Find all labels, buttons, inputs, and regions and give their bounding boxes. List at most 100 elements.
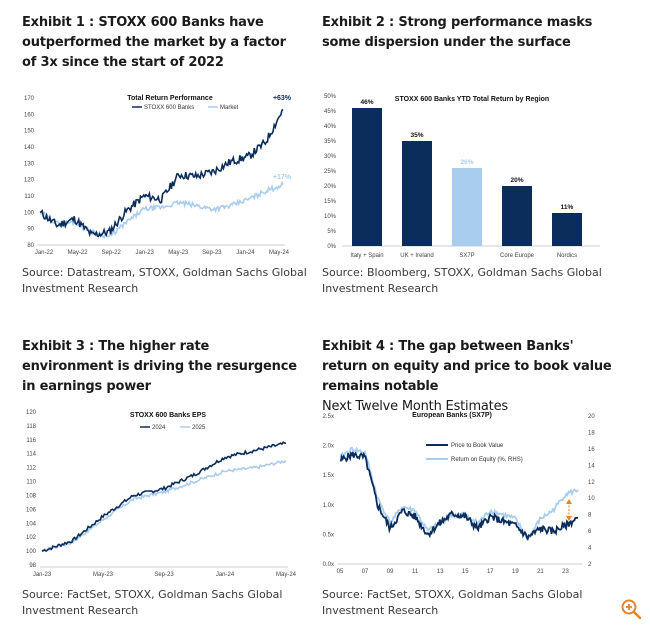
chart1-x-tick: Jan-22 xyxy=(35,250,54,256)
chart4-x-tick: 09 xyxy=(387,569,394,575)
chart4-y2-tick: 20 xyxy=(588,414,595,420)
chart4-y-tick: 0.5x xyxy=(323,532,334,538)
exhibit-4-subtitle: Next Twelve Month Estimates xyxy=(322,399,508,414)
chart2-y-tick: 20% xyxy=(324,184,337,190)
exhibit-1-source: Source: Datastream, STOXX, Goldman Sachs… xyxy=(22,266,307,295)
exhibit-2-title: Exhibit 2 : Strong performance masks som… xyxy=(322,15,593,50)
chart1-end-label-banks: +63% xyxy=(273,95,292,102)
chart1-legend-banks: STOXX 600 Banks xyxy=(144,105,194,111)
chart4-y2-tick: 18 xyxy=(588,430,595,436)
chart2-bar xyxy=(452,168,482,246)
chart4-series-pb xyxy=(339,451,579,541)
chart2-title: STOXX 600 Banks YTD Total Return by Regi… xyxy=(395,96,549,103)
chart2-y-tick: 15% xyxy=(324,199,337,205)
chart3-y-tick: 112 xyxy=(26,466,36,472)
chart1-y-tick: 170 xyxy=(24,96,35,102)
chart4-y2-tick: 14 xyxy=(588,463,595,469)
chart4-y-tick: 2.5x xyxy=(323,414,334,420)
chart2-x-tick: Italy + Spain xyxy=(350,253,383,259)
chart4-y2-tick: 10 xyxy=(588,496,595,502)
chart4-y2-tick: 4 xyxy=(588,546,592,552)
exhibit-2-source: Source: Bloomberg, STOXX, Goldman Sachs … xyxy=(322,266,602,295)
zoom-in-icon[interactable] xyxy=(619,597,643,621)
chart2-x-tick: UK + Ireland xyxy=(400,253,434,259)
chart1-x-tick: Sep-23 xyxy=(202,250,222,256)
chart4-y-tick: 2.0x xyxy=(323,444,334,450)
chart3-legend-2024: 2024 xyxy=(152,425,166,431)
chart3-y-tick: 116 xyxy=(26,438,36,444)
chart2-bar-label: 35% xyxy=(410,132,423,139)
chart3-y-tick: 98 xyxy=(29,563,36,569)
chart1-x-tick: May-24 xyxy=(269,250,290,256)
chart-eps: STOXX 600 Banks EPS 2024 2025 98 100 102 10… xyxy=(26,410,297,578)
chart1-x-tick: Jan-23 xyxy=(136,250,155,256)
chart4-x-tick: 05 xyxy=(337,569,344,575)
chart4-y2-tick: 8 xyxy=(588,513,592,519)
chart2-y-tick: 30% xyxy=(324,154,337,160)
chart2-y-tick: 0% xyxy=(327,244,336,250)
chart1-y-tick: 120 xyxy=(24,178,35,184)
chart-ytd-by-region: STOXX 600 Banks YTD Total Return by Regi… xyxy=(324,94,600,259)
chart2-bar-label: 20% xyxy=(510,177,523,184)
chart2-y-tick: 25% xyxy=(324,169,337,175)
exhibit-3-source: Source: FactSet, STOXX, Goldman Sachs Gl… xyxy=(22,588,283,617)
exhibit-4-source: Source: FactSet, STOXX, Goldman Sachs Gl… xyxy=(322,588,583,617)
chart4-y-tick: 1.5x xyxy=(323,473,334,479)
chart2-y-tick: 5% xyxy=(327,229,336,235)
chart3-y-tick: 114 xyxy=(26,452,36,458)
chart1-x-tick: May-23 xyxy=(168,250,189,256)
chart1-x-tick: May-22 xyxy=(68,250,89,256)
chart3-series-2024 xyxy=(41,441,287,552)
chart4-x-tick: 13 xyxy=(437,569,444,575)
chart4-title: European Banks (SX7P) xyxy=(412,412,492,419)
chart-pb-vs-roe: European Banks (SX7P) Price to Book Valu… xyxy=(323,412,596,575)
exhibit-1-title: Exhibit 1 : STOXX 600 Banks have outperf… xyxy=(22,15,286,70)
chart2-bar xyxy=(352,108,382,246)
chart2-bar-label: 26% xyxy=(460,159,473,166)
chart4-legend-pb: Price to Book Value xyxy=(451,443,504,449)
chart2-y-tick: 45% xyxy=(324,109,337,115)
chart4-x-tick: 07 xyxy=(362,569,369,575)
chart1-y-tick: 150 xyxy=(24,129,35,135)
chart1-series-market xyxy=(39,180,284,239)
chart2-x-tick: SX7P xyxy=(459,253,474,259)
chart3-y-tick: 110 xyxy=(26,480,36,486)
chart4-gap-arrow xyxy=(566,499,572,521)
chart1-y-tick: 90 xyxy=(27,227,34,233)
chart4-x-tick: 17 xyxy=(487,569,494,575)
chart3-x-tick: Sep-23 xyxy=(154,572,174,578)
chart2-bar xyxy=(402,141,432,246)
chart1-y-tick: 80 xyxy=(27,243,34,249)
chart3-title: STOXX 600 Banks EPS xyxy=(130,412,206,419)
chart4-x-tick: 21 xyxy=(537,569,544,575)
chart3-x-tick: May-24 xyxy=(276,572,297,578)
chart1-end-label-market: +17% xyxy=(273,174,292,181)
chart2-bar-label: 46% xyxy=(360,99,373,106)
chart1-y-tick: 160 xyxy=(24,112,35,118)
chart3-y-tick: 118 xyxy=(26,424,36,430)
chart2-x-tick: Core Europe xyxy=(500,253,535,259)
chart-total-return: Total Return Performance STOXX 600 Banks… xyxy=(24,95,292,256)
chart3-y-tick: 100 xyxy=(26,549,37,555)
chart4-y2-tick: 6 xyxy=(588,529,592,535)
chart3-x-tick: Jan-23 xyxy=(33,572,52,578)
chart3-x-tick: Jan-24 xyxy=(216,572,235,578)
chart1-legend-market: Market xyxy=(220,105,239,111)
chart3-y-tick: 106 xyxy=(26,507,37,513)
chart4-y2-tick: 12 xyxy=(588,480,595,486)
chart3-y-tick: 120 xyxy=(26,410,37,416)
chart1-y-tick: 140 xyxy=(24,145,35,151)
chart1-y-tick: 130 xyxy=(24,161,35,167)
chart2-y-tick: 40% xyxy=(324,124,337,130)
chart2-bar xyxy=(502,186,532,246)
exhibit-3-title: Exhibit 3 : The higher rate environment … xyxy=(22,339,297,394)
chart1-series-banks xyxy=(39,108,284,238)
chart4-x-tick: 23 xyxy=(562,569,569,575)
chart4-x-tick: 15 xyxy=(462,569,469,575)
chart1-title: Total Return Performance xyxy=(127,95,213,102)
chart4-legend-roe: Return on Equity (%, RHS) xyxy=(451,457,523,463)
chart2-bar xyxy=(552,213,582,246)
chart3-y-tick: 104 xyxy=(26,521,37,527)
chart2-x-tick: Nordics xyxy=(557,253,577,259)
chart2-y-tick: 50% xyxy=(324,94,337,100)
